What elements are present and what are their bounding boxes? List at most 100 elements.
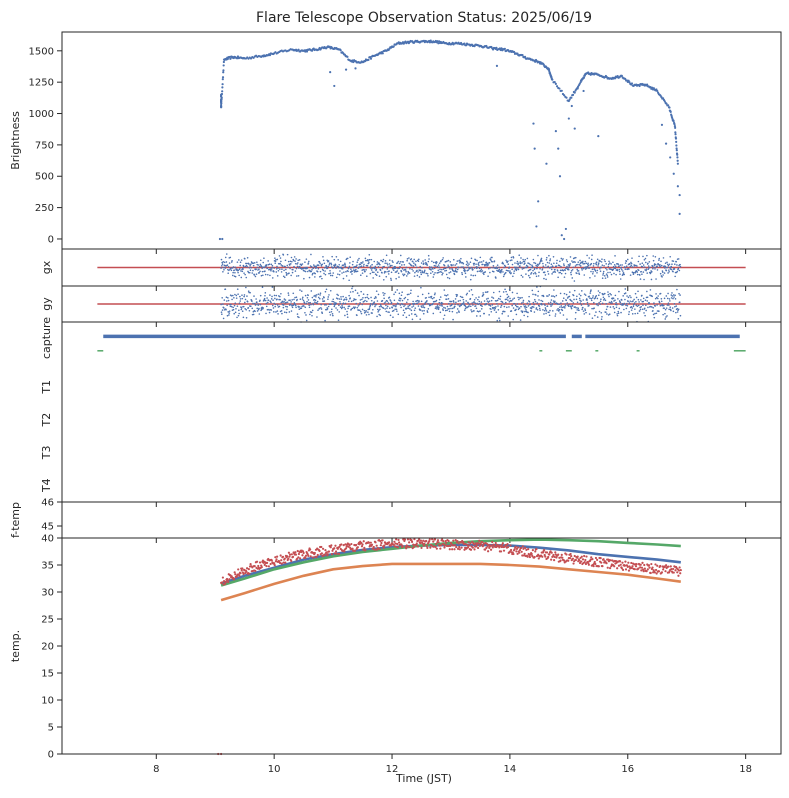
data-point xyxy=(601,277,604,279)
data-point xyxy=(580,300,582,303)
data-point xyxy=(396,546,400,549)
data-point xyxy=(562,258,564,260)
data-point xyxy=(544,304,546,307)
data-point xyxy=(315,296,317,298)
data-point xyxy=(525,548,528,551)
data-point xyxy=(526,265,529,268)
data-point xyxy=(235,294,238,297)
data-point xyxy=(314,299,317,302)
data-point xyxy=(669,300,671,302)
data-point xyxy=(329,71,332,74)
data-point xyxy=(281,312,283,315)
data-point xyxy=(619,303,622,306)
data-point xyxy=(386,300,389,302)
data-point xyxy=(471,293,474,296)
data-point xyxy=(298,259,301,261)
data-point xyxy=(476,302,478,305)
data-point xyxy=(552,256,555,258)
data-point xyxy=(254,569,257,573)
data-point xyxy=(664,308,667,311)
data-point xyxy=(244,257,246,260)
data-point xyxy=(525,273,527,275)
data-point xyxy=(454,305,456,308)
data-point xyxy=(595,263,598,266)
data-point xyxy=(426,300,428,302)
data-point xyxy=(571,260,573,262)
data-point xyxy=(593,301,595,304)
data-point xyxy=(445,269,448,272)
data-point xyxy=(234,302,237,304)
data-point xyxy=(678,301,681,303)
data-point xyxy=(391,306,394,309)
data-point xyxy=(356,261,359,263)
data-point xyxy=(590,556,593,559)
data-point xyxy=(624,298,626,301)
data-point xyxy=(221,83,224,86)
data-point xyxy=(331,312,334,315)
data-point xyxy=(333,305,336,308)
data-point xyxy=(546,305,549,307)
data-point xyxy=(559,260,561,263)
data-point xyxy=(385,304,387,307)
data-point xyxy=(343,298,346,301)
data-point xyxy=(384,292,386,295)
data-point xyxy=(438,262,441,264)
data-point xyxy=(594,270,597,272)
data-point xyxy=(369,304,372,307)
data-point xyxy=(487,275,489,278)
data-point xyxy=(324,273,327,276)
data-point xyxy=(521,54,524,57)
data-point xyxy=(574,318,577,320)
y-tick-label: 10 xyxy=(41,696,54,707)
data-point xyxy=(533,311,536,313)
data-point xyxy=(362,293,365,295)
data-point xyxy=(331,274,334,277)
data-point xyxy=(581,308,583,311)
data-point xyxy=(615,273,617,276)
data-point xyxy=(452,300,455,302)
data-point xyxy=(402,309,405,312)
data-point xyxy=(407,307,410,309)
data-point xyxy=(471,266,473,269)
data-point xyxy=(241,297,244,300)
data-point xyxy=(228,269,230,272)
data-point xyxy=(293,298,295,301)
data-point xyxy=(490,299,493,302)
data-point xyxy=(399,299,401,302)
data-point xyxy=(616,567,619,570)
data-point xyxy=(225,300,228,302)
data-point xyxy=(419,309,422,311)
data-point xyxy=(402,303,404,306)
data-point xyxy=(250,266,252,269)
data-point xyxy=(366,296,368,299)
data-point xyxy=(262,261,265,264)
data-point xyxy=(564,269,566,271)
data-point xyxy=(587,264,590,267)
data-point xyxy=(500,304,503,307)
data-point xyxy=(251,307,254,310)
data-point xyxy=(618,307,621,310)
data-point xyxy=(620,268,623,271)
data-point xyxy=(362,548,365,551)
panel-temp-frame xyxy=(61,537,782,755)
data-point xyxy=(609,292,611,295)
data-point xyxy=(332,272,335,274)
data-point xyxy=(370,258,373,261)
subplot-panels: 0250500750100012501500Brightnessgxgycapt… xyxy=(9,31,782,775)
data-point xyxy=(527,548,530,551)
data-point xyxy=(222,317,225,320)
data-point xyxy=(439,547,442,550)
data-point xyxy=(274,297,276,300)
data-point xyxy=(560,305,563,307)
data-point xyxy=(584,562,588,566)
data-point xyxy=(632,305,635,308)
data-point xyxy=(430,269,432,271)
data-point xyxy=(417,295,419,298)
data-point xyxy=(432,540,435,543)
data-point xyxy=(229,256,232,259)
data-point xyxy=(248,267,251,269)
data-point xyxy=(521,262,523,264)
data-point xyxy=(652,267,654,270)
data-point xyxy=(642,255,644,258)
data-point xyxy=(506,293,508,296)
